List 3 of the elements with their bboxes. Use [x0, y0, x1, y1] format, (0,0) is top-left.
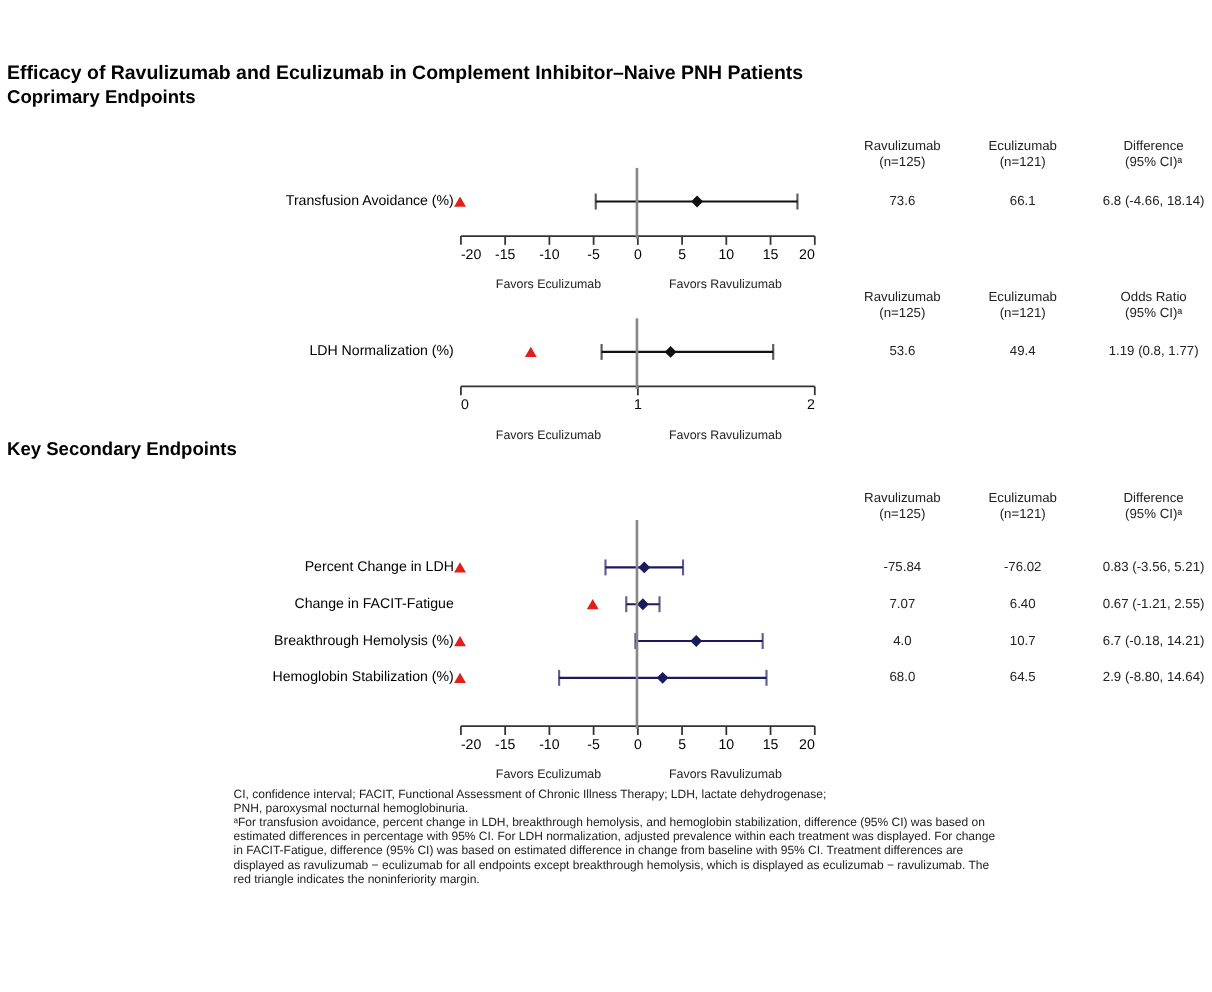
chart-title: Efficacy of Ravulizumab and Eculizumab in Complement Inhibitor–Naive PNH Patients	[7, 62, 804, 85]
text: Key Secondary Endpoints	[7, 439, 237, 460]
text: Coprimary Endpoints	[7, 87, 196, 108]
